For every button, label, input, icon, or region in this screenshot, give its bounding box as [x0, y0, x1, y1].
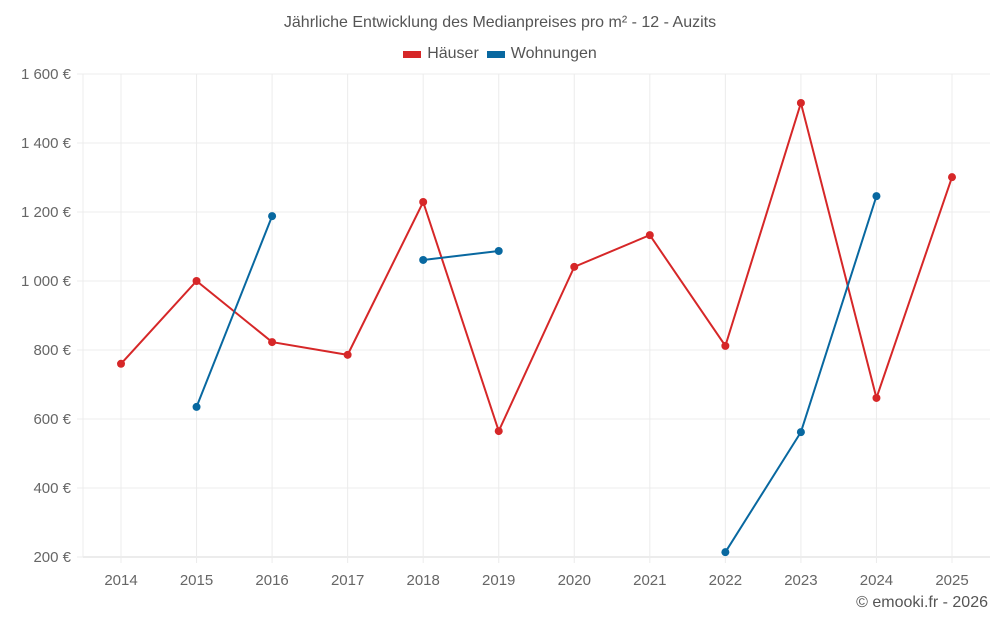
y-tick-label: 1 400 € [21, 135, 72, 152]
legend-label-houses: Häuser [427, 45, 479, 62]
data-point[interactable] [192, 402, 201, 411]
x-tick-label: 2016 [255, 572, 288, 589]
data-point[interactable] [419, 197, 428, 206]
y-tick-label: 200 € [33, 549, 71, 566]
x-tick-label: 2019 [482, 572, 515, 589]
data-point[interactable] [494, 246, 503, 255]
series-line [195, 215, 274, 408]
x-tick-label: 2021 [633, 572, 666, 589]
x-tick-label: 2020 [558, 572, 591, 589]
y-tick-label: 1 000 € [21, 273, 72, 290]
legend-swatch-apartments [486, 50, 505, 58]
series-line [120, 99, 953, 434]
x-tick-label: 2014 [104, 572, 137, 589]
data-point[interactable] [872, 393, 881, 402]
y-tick-label: 400 € [33, 480, 71, 497]
series-line [423, 249, 499, 261]
data-point[interactable] [343, 350, 352, 359]
x-tick-label: 2017 [331, 572, 364, 589]
data-point[interactable] [796, 428, 805, 437]
y-tick-label: 600 € [33, 411, 71, 428]
data-point[interactable] [721, 548, 730, 557]
x-tick-label: 2024 [860, 572, 893, 589]
legend-item-houses[interactable]: Häuser [403, 45, 479, 63]
x-tick-label: 2015 [180, 572, 213, 589]
chart-title: Jährliche Entwicklung des Medianpreises … [283, 14, 717, 31]
legend-label-apartments: Wohnungen [510, 45, 597, 62]
y-tick-label: 800 € [33, 342, 71, 359]
data-point[interactable] [645, 231, 654, 240]
y-tick-label: 1 600 € [21, 66, 72, 83]
data-point[interactable] [948, 173, 956, 182]
data-point[interactable] [419, 255, 428, 264]
x-tick-label: 2018 [406, 572, 439, 589]
data-point[interactable] [872, 192, 881, 201]
x-tick-label: 2022 [709, 572, 742, 589]
data-point[interactable] [192, 277, 201, 285]
legend: Häuser Wohnungen [0, 45, 1000, 63]
copyright-footer: © emooki.fr - 2026 [856, 594, 988, 611]
data-point[interactable] [268, 338, 277, 347]
data-point[interactable] [494, 427, 503, 436]
data-point[interactable] [117, 359, 125, 368]
data-point[interactable] [796, 98, 805, 107]
y-tick-label: 1 200 € [21, 204, 72, 221]
data-point[interactable] [268, 212, 277, 221]
data-point[interactable] [570, 262, 579, 271]
legend-swatch-houses [403, 50, 422, 58]
x-tick-label: 2025 [935, 572, 968, 589]
data-point[interactable] [721, 341, 730, 350]
x-tick-label: 2023 [784, 572, 817, 589]
legend-item-apartments[interactable]: Wohnungen [486, 45, 597, 63]
